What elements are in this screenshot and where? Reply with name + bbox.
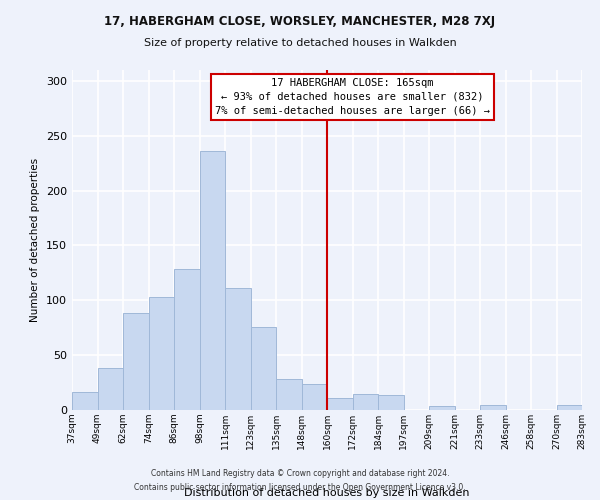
Bar [378,394,404,410]
Text: 17 HABERGHAM CLOSE: 165sqm
← 93% of detached houses are smaller (832)
7% of semi: 17 HABERGHAM CLOSE: 165sqm ← 93% of deta… [215,78,490,116]
Bar [174,268,199,410]
Text: Size of property relative to detached houses in Walkden: Size of property relative to detached ho… [143,38,457,48]
Text: Contains public sector information licensed under the Open Government Licence v3: Contains public sector information licen… [134,484,466,492]
Bar [557,404,582,410]
Text: Contains HM Land Registry data © Crown copyright and database right 2024.: Contains HM Land Registry data © Crown c… [151,468,449,477]
Bar [276,380,302,410]
Bar [353,394,378,410]
Bar [225,288,251,410]
Bar [302,384,327,410]
Bar [429,406,455,410]
Bar [149,297,174,410]
Bar [72,392,97,410]
X-axis label: Distribution of detached houses by size in Walkden: Distribution of detached houses by size … [184,488,470,498]
Text: 17, HABERGHAM CLOSE, WORSLEY, MANCHESTER, M28 7XJ: 17, HABERGHAM CLOSE, WORSLEY, MANCHESTER… [104,15,496,28]
Bar [97,368,123,410]
Bar [480,404,505,410]
Y-axis label: Number of detached properties: Number of detached properties [31,158,40,322]
Bar [199,151,225,410]
Bar [327,398,353,410]
Bar [123,314,149,410]
Bar [251,326,276,410]
